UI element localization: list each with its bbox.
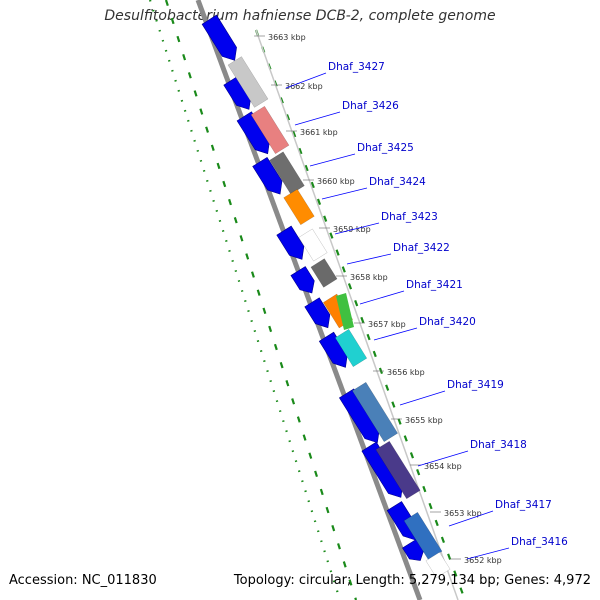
tick-ring-outer (254, 29, 467, 600)
gene-label-10: Dhaf_3418 (470, 439, 527, 451)
cds-arrow-9 (338, 388, 380, 443)
gene-label-2: Dhaf_3426 (342, 100, 399, 112)
gene-leader-1 (285, 72, 327, 89)
gene-leader-10 (417, 450, 469, 467)
cog-block-6 (310, 258, 338, 288)
accession-text: Accession: NC_011830 (9, 573, 157, 588)
cds-arrow-7 (304, 297, 331, 329)
outer-guide-line (255, 29, 459, 600)
kbp-label-6: 3658 kbp (350, 273, 388, 282)
kbp-label-8: 3656 kbp (387, 368, 425, 377)
gene-label-5: Dhaf_3423 (381, 211, 438, 223)
gene-label-3: Dhaf_3425 (357, 142, 414, 154)
gene-labels: Dhaf_3427 Dhaf_3426 Dhaf_3425 Dhaf_3424 Dhaf… (285, 61, 568, 560)
gene-label-12: Dhaf_3416 (511, 536, 568, 548)
kbp-label-2: 3662 kbp (285, 82, 323, 91)
kbp-label-7: 3657 kbp (368, 320, 406, 329)
kbp-label-9: 3655 kbp (405, 416, 443, 425)
kbp-label-1: 3663 kbp (268, 33, 306, 42)
gene-label-6: Dhaf_3422 (393, 242, 450, 254)
cog-sliver-green (336, 293, 354, 330)
gene-label-1: Dhaf_3427 (328, 61, 385, 73)
kbp-label-4: 3660 kbp (317, 177, 355, 186)
gene-leader-6 (346, 253, 392, 265)
gene-leader-3 (309, 153, 356, 167)
kbp-label-12: 3652 kbp (464, 556, 502, 565)
cog-block-2 (250, 105, 290, 155)
cds-arrow-12 (402, 538, 425, 561)
gene-label-7: Dhaf_3421 (406, 279, 463, 291)
tick-rings (148, 0, 467, 600)
kbp-label-11: 3653 kbp (444, 509, 482, 518)
gene-leader-4 (321, 187, 368, 200)
cds-arrow-3 (236, 111, 270, 155)
gene-leader-2 (294, 111, 341, 126)
gene-label-9: Dhaf_3419 (447, 379, 504, 391)
kbp-label-3: 3661 kbp (300, 128, 338, 137)
cog-block-3 (269, 151, 305, 195)
cds-arrow-5 (276, 225, 305, 260)
cds-track (201, 14, 425, 561)
gene-leader-9 (399, 390, 446, 406)
gene-leader-12 (466, 547, 510, 560)
cds-arrow-1 (201, 14, 237, 61)
cds-arrow-2 (223, 75, 252, 110)
topology-text: Topology: circular; Length: 5,279,134 bp… (233, 573, 591, 588)
cog-block-11 (403, 511, 443, 561)
cog-block-8 (334, 328, 368, 368)
kbp-label-10: 3654 kbp (424, 462, 462, 471)
gene-leader-8 (373, 327, 418, 341)
gene-label-4: Dhaf_3424 (369, 176, 426, 188)
cog-block-1 (227, 56, 269, 108)
cog-block-10 (375, 440, 421, 500)
cds-arrow-8 (318, 331, 348, 368)
cog-block-9 (351, 381, 399, 443)
gene-leader-11 (448, 510, 494, 527)
cog-block-4 (283, 188, 315, 226)
cog-track (227, 56, 451, 579)
gene-label-8: Dhaf_3420 (419, 316, 476, 328)
cog-block-12 (425, 551, 451, 579)
gene-leader-7 (359, 290, 405, 305)
gene-leader-5 (334, 222, 380, 235)
gene-label-11: Dhaf_3417 (495, 499, 552, 511)
cds-arrow-4 (252, 156, 283, 195)
cds-arrow-6 (290, 266, 315, 294)
cog-block-5 (298, 228, 328, 262)
